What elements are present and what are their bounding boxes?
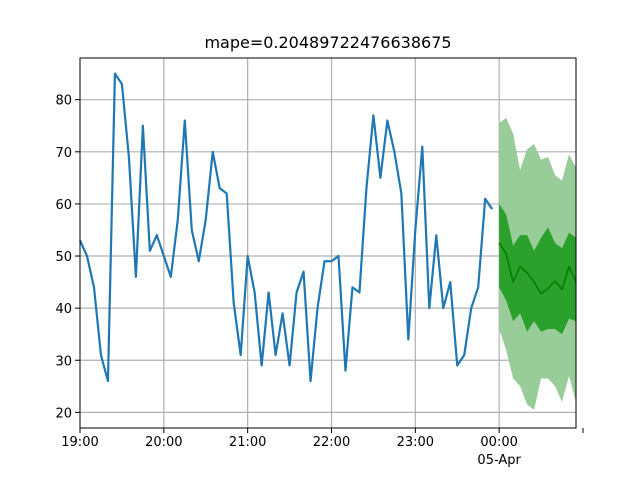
y-tick-label: 30 [55, 354, 72, 369]
y-tick-label: 60 [55, 198, 72, 213]
y-tick-label: 40 [55, 302, 72, 317]
y-tick-label: 20 [55, 406, 72, 421]
axes: 19:00 20:00 21:00 22:00 23:00 00:00 05-Apr 20 30… [55, 94, 584, 468]
series-lines [78, 72, 577, 383]
y-tick-label: 50 [55, 250, 72, 265]
history-series-line [78, 72, 494, 383]
x-tick-label: 20:00 [145, 435, 182, 450]
forecast-bands [499, 117, 576, 410]
x-tick-label: 21:00 [229, 435, 266, 450]
y-tick-label: 80 [55, 94, 72, 109]
x-tick-label: 23:00 [397, 435, 434, 450]
x-tick-label: 19:00 [61, 435, 98, 450]
chart-title: mape=0.20489722476638675 [204, 33, 451, 52]
forecast-interval-band [499, 203, 576, 335]
plot-area-frame [79, 57, 577, 429]
x-tick-sublabel: 05-Apr [477, 453, 521, 468]
grid [80, 58, 576, 428]
x-tick-label: 00:00 [480, 435, 517, 450]
forecast-median-line [498, 242, 577, 295]
x-tick-label: 22:00 [313, 435, 350, 450]
y-tick-label: 70 [55, 146, 72, 161]
